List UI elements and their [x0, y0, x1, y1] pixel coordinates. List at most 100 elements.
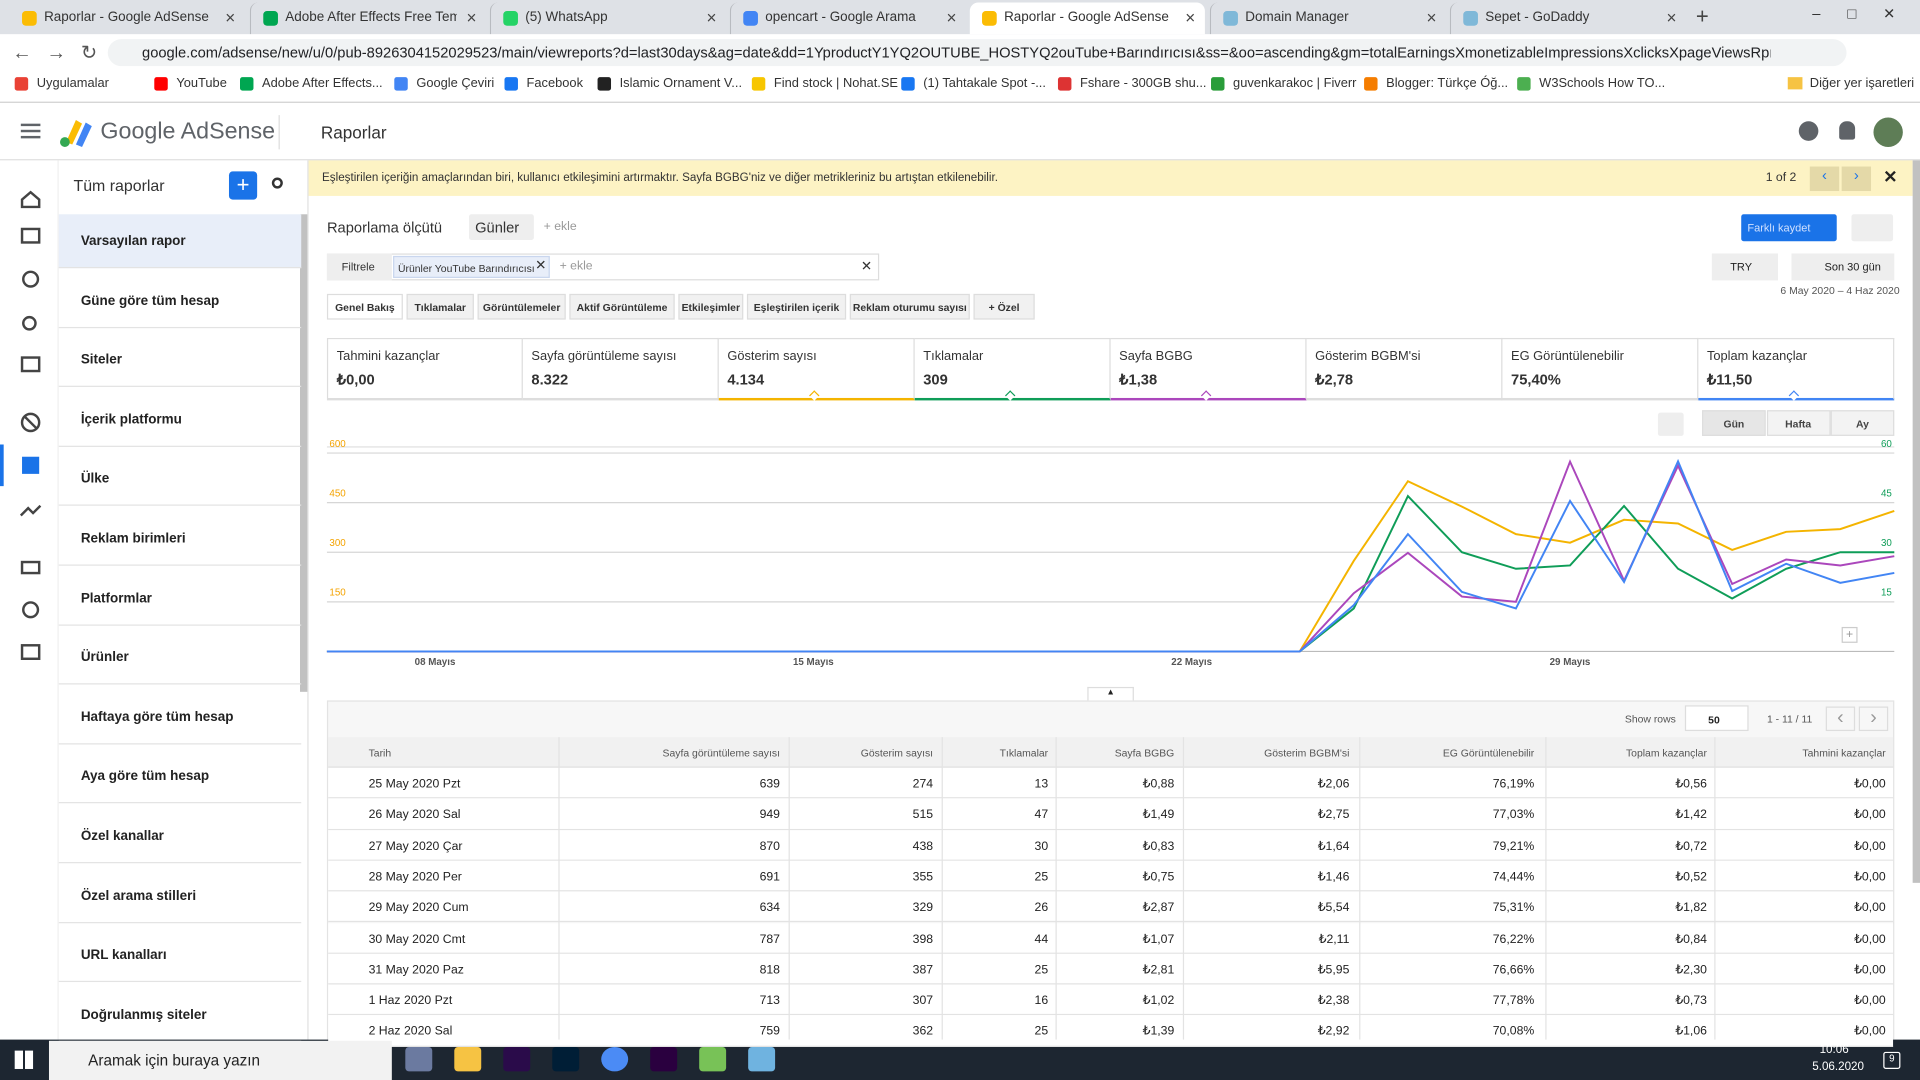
browser-tab[interactable]: Adobe After Effects Free Templat × [249, 2, 485, 35]
currency-select[interactable]: TRY [1711, 253, 1778, 281]
notification-badge[interactable]: 9 [1883, 1051, 1901, 1069]
table-cell: ₺2,38 [1317, 994, 1350, 1008]
taskbar-search[interactable] [48, 1040, 392, 1080]
table-next[interactable]: › [1858, 706, 1889, 732]
table-cell: 25 [1034, 963, 1049, 977]
taskbar-app[interactable] [748, 1046, 776, 1072]
report-tab[interactable]: Tıklamalar [406, 293, 474, 320]
browser-tab[interactable]: Raporlar - Google AdSense × [10, 2, 245, 34]
sidebar-item-label: Platformlar [80, 590, 152, 606]
sidebar-item[interactable] [58, 928, 302, 983]
download-button[interactable] [1851, 214, 1894, 242]
sidebar-item[interactable] [58, 393, 302, 447]
nav-buttons[interactable]: ←→↻ [12, 42, 112, 64]
search-icon[interactable] [271, 177, 283, 189]
browser-tab[interactable]: opencart - Google Arama × [729, 2, 965, 35]
tab-close: × [706, 7, 717, 27]
notice-prev[interactable]: ‹ [1809, 166, 1840, 192]
report-tab[interactable]: Genel Bakış [326, 293, 403, 320]
browser-tab[interactable]: (5) WhatsApp × [489, 2, 725, 35]
metric-card[interactable]: Tahmini kazançlar ₺0,00 [326, 337, 523, 401]
sidebar-item[interactable] [58, 631, 302, 685]
taskbar-app[interactable] [552, 1046, 580, 1072]
metric-card[interactable]: Gösterim BGBM'si ₺2,78 [1306, 337, 1503, 401]
taskbar-app[interactable] [650, 1046, 678, 1072]
report-tab[interactable]: Görüntülemeler [477, 293, 566, 320]
annotation-button[interactable] [1657, 412, 1684, 436]
taskbar-app[interactable] [503, 1046, 531, 1072]
table-cell: ₺0,00 [1854, 808, 1886, 822]
sidebar-item[interactable] [58, 571, 302, 626]
avatar[interactable] [1873, 117, 1903, 147]
granularity-button[interactable]: Hafta [1766, 410, 1830, 436]
sidebar-item[interactable] [58, 333, 302, 388]
notice-next[interactable]: › [1841, 166, 1872, 192]
taskbar-app[interactable] [405, 1046, 433, 1072]
report-tab[interactable]: Reklam oturumu sayısı [849, 293, 970, 320]
granularity-button[interactable]: Gün [1702, 410, 1766, 436]
metric-card[interactable]: Toplam kazançlar ₺11,50 [1698, 337, 1895, 401]
granularity-button[interactable]: Ay [1830, 410, 1895, 436]
browser-tab[interactable]: Domain Manager × [1209, 2, 1445, 35]
metric-value: ₺0,00 [336, 371, 375, 389]
filter-label[interactable]: Filtrele [326, 253, 392, 281]
new-report-button[interactable]: + [228, 171, 258, 200]
notifications-icon[interactable] [1839, 121, 1856, 140]
table-prev[interactable]: ‹ [1825, 706, 1856, 732]
taskbar-app[interactable] [601, 1046, 629, 1072]
metric-card[interactable]: EG Görüntülenebilir 75,40% [1502, 337, 1699, 401]
table-cell: ₺1,39 [1142, 1025, 1175, 1039]
sidebar-item[interactable] [58, 274, 302, 328]
metric-card[interactable]: Tıklamalar 309 [914, 337, 1111, 401]
table-cell: 2 Haz 2020 Sal [368, 1025, 453, 1039]
new-tab[interactable]: + [1695, 3, 1709, 29]
chip-remove[interactable]: ✕ [535, 258, 547, 274]
sidebar-item[interactable] [58, 809, 302, 864]
url-box[interactable] [107, 39, 1847, 67]
table-cell: ₺0,56 [1675, 777, 1707, 792]
report-tab[interactable]: Aktif Görüntüleme [569, 293, 675, 320]
sidebar-item[interactable] [58, 512, 302, 566]
sidebar-item[interactable] [58, 452, 302, 507]
taskbar-app[interactable] [699, 1046, 727, 1072]
filter-clear[interactable]: ✕ [860, 259, 873, 275]
table-header-row [328, 737, 1894, 768]
table-header-cell: Toplam kazançlar [1625, 746, 1707, 760]
range-select[interactable]: Son 30 gün [1791, 253, 1895, 281]
report-tab[interactable]: + Özel [973, 293, 1035, 320]
browser-tab[interactable]: Raporlar - Google AdSense × [969, 2, 1205, 35]
taskbar-app[interactable] [454, 1046, 482, 1072]
table-cell: ₺2,06 [1317, 777, 1350, 792]
collapse-handle[interactable]: ▲ [1087, 686, 1134, 701]
window-controls[interactable]: –□✕ [1812, 4, 1920, 23]
chart-add-note[interactable]: + [1841, 626, 1858, 643]
metric-card[interactable]: Sayfa görüntüleme sayısı 8.322 [522, 337, 719, 401]
table-row [328, 953, 1894, 985]
table-cell: 355 [912, 870, 934, 884]
table-cell: 47 [1034, 808, 1049, 822]
add-dimension[interactable]: + ekle [543, 220, 577, 234]
filter-chip[interactable]: Ürünler YouTube Barındırıcısı [393, 255, 550, 278]
browser-tab[interactable]: Sepet - GoDaddy × [1449, 2, 1685, 35]
save-button[interactable]: Farklı kaydet [1741, 214, 1837, 242]
tab-close: × [225, 7, 236, 27]
filter-add[interactable]: + ekle [559, 259, 593, 274]
sidebar-item[interactable] [58, 869, 302, 923]
sidebar-item[interactable] [58, 690, 302, 745]
tab-title: Adobe After Effects Free Templat [285, 9, 456, 25]
help-icon[interactable] [1798, 121, 1819, 141]
sidebar-item[interactable] [58, 214, 302, 269]
metric-card[interactable]: Gösterim sayısı 4.134 [718, 337, 915, 401]
bookmark-icon [1057, 77, 1072, 91]
dimension-select[interactable] [468, 214, 534, 240]
table-cell: ₺2,75 [1317, 808, 1350, 822]
rows-select[interactable]: 50 [1684, 705, 1749, 732]
start-button[interactable] [14, 1050, 34, 1069]
y2-tick-label: 60 [1881, 439, 1892, 450]
metric-card[interactable]: Sayfa BGBG ₺1,38 [1110, 337, 1307, 401]
sidebar-item[interactable] [58, 750, 302, 804]
notice-close[interactable]: ✕ [1883, 166, 1898, 187]
report-tab[interactable]: Eşleştirilen içerik [746, 293, 847, 320]
report-tab[interactable]: Etkileşimler [678, 293, 744, 320]
